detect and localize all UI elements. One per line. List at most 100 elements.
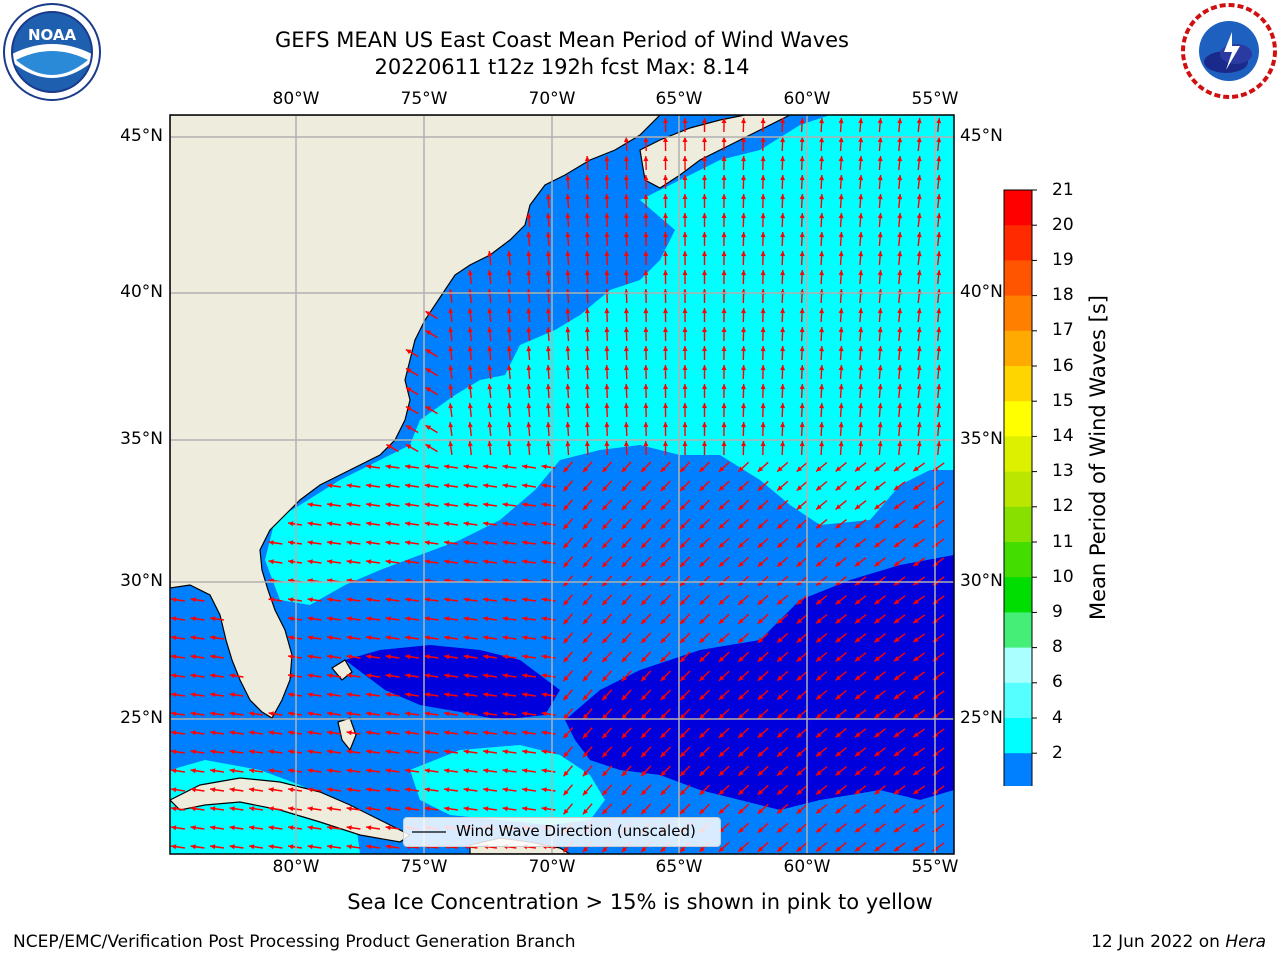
wave-direction-arrowhead: [893, 618, 900, 624]
wave-direction-arrowhead: [346, 692, 352, 698]
wave-direction-arrowhead: [699, 770, 705, 776]
wave-direction-arrowhead: [680, 808, 686, 814]
wave-direction-arrowhead: [913, 485, 919, 491]
wave-direction-arrowhead: [682, 270, 688, 275]
wave-direction-arrowhead: [385, 540, 391, 546]
wave-direction-arrowhead: [448, 308, 454, 314]
wave-direction-arrowhead: [738, 561, 744, 567]
wave-direction-arrowhead: [835, 770, 841, 776]
wave-direction-arrowhead: [893, 827, 900, 833]
wave-direction-arrowhead: [424, 730, 430, 736]
wave-direction-arrowhead: [385, 673, 391, 679]
wave-direction-arrowhead: [936, 384, 942, 390]
wave-direction-arrowhead: [502, 692, 508, 698]
wave-direction-arrowhead: [643, 327, 649, 333]
colorbar-tick: 21: [1052, 180, 1074, 200]
wave-direction-arrowhead: [602, 751, 608, 758]
wave-direction-arrowhead: [621, 637, 627, 644]
wave-direction-arrowhead: [916, 422, 922, 428]
wave-direction-arrowhead: [916, 327, 922, 333]
wave-direction-arrowhead: [682, 175, 688, 180]
wave-direction-arrowhead: [643, 270, 649, 276]
wave-direction-arrowhead: [760, 308, 766, 314]
wave-direction-arrowhead: [936, 251, 942, 257]
wave-direction-arrowhead: [602, 523, 608, 530]
wave-direction-arrowhead: [777, 846, 783, 852]
wave-direction-arrowhead: [641, 466, 647, 473]
wave-direction-arrowhead: [721, 346, 727, 351]
wave-direction-arrowhead: [718, 485, 725, 491]
wave-direction-arrowhead: [346, 483, 352, 489]
wave-direction-arrowhead: [483, 597, 489, 603]
wave-direction-arrowhead: [718, 694, 725, 700]
wave-direction-arrowhead: [799, 441, 805, 447]
wave-direction-arrowhead: [565, 441, 571, 447]
wave-direction-arrowhead: [913, 542, 919, 548]
mid-period-region: [265, 115, 954, 605]
wave-direction-arrowhead: [913, 561, 919, 567]
wave-direction-arrowhead: [893, 675, 900, 681]
wave-direction-arrowhead: [816, 466, 822, 472]
wave-direction-arrowhead: [663, 137, 668, 142]
lat-label-right: 35°N: [960, 429, 1003, 449]
colorbar-segment: [1004, 436, 1032, 473]
wave-direction-arrowhead: [757, 770, 764, 776]
wave-direction-arrowhead: [682, 384, 688, 389]
colorbar-segment: [1004, 401, 1032, 437]
wave-direction-arrowhead: [405, 368, 412, 374]
wave-direction-arrowhead: [424, 787, 430, 793]
wave-direction-arrowhead: [424, 654, 430, 660]
wave-direction-arrowhead: [741, 118, 746, 124]
wave-direction-arrowhead: [641, 713, 647, 720]
wave-direction-arrowhead: [858, 251, 864, 257]
wave-direction-arrowhead: [819, 270, 825, 276]
wave-direction-arrowhead: [643, 384, 649, 390]
wave-direction-arrowhead: [799, 232, 805, 238]
wave-direction-arrowhead: [463, 502, 469, 508]
wave-direction-arrowhead: [541, 616, 547, 622]
wave-direction-arrowhead: [405, 730, 411, 736]
map-frame: [169, 114, 955, 855]
wave-direction-arrowhead: [877, 213, 883, 219]
noaa-logo: NOAA: [3, 3, 101, 101]
wave-direction-arrowhead: [425, 425, 432, 431]
wave-direction-arrowhead: [541, 597, 547, 603]
wave-direction-arrowhead: [444, 749, 450, 755]
wave-direction-arrowhead: [680, 732, 686, 738]
wave-direction-arrowhead: [602, 694, 608, 701]
wave-direction-arrowhead: [897, 118, 903, 124]
wave-direction-arrowhead: [718, 599, 725, 605]
lon-label-top: 60°W: [783, 89, 831, 109]
wave-direction-arrowhead: [385, 483, 391, 489]
wave-direction-arrowhead: [780, 403, 786, 409]
wave-direction-arrowhead: [757, 599, 764, 605]
wave-direction-arrowhead: [621, 732, 627, 739]
wave-direction-arrowhead: [522, 464, 528, 470]
wave-direction-arrowhead: [897, 403, 903, 409]
wave-direction-arrowhead: [796, 542, 803, 548]
wave-direction-arrowhead: [796, 827, 803, 833]
wave-direction-arrowhead: [487, 346, 493, 352]
wave-direction-arrowhead: [582, 485, 589, 492]
wave-direction-arrowhead: [641, 504, 647, 511]
wave-direction-arrowhead: [799, 403, 805, 409]
wave-direction-arrowhead: [643, 346, 649, 352]
wave-direction-arrowhead: [249, 825, 255, 831]
wave-direction-arrowhead: [819, 194, 825, 200]
wave-direction-arrowhead: [541, 692, 547, 698]
wave-direction-arrowhead: [757, 656, 764, 662]
colorbar-tick: 18: [1052, 285, 1074, 305]
wave-direction-arrowhead: [623, 422, 629, 428]
wave-direction-arrowhead: [718, 713, 725, 719]
wave-direction-arrowhead: [483, 806, 489, 812]
wave-direction-arrowhead: [699, 713, 705, 719]
colorbar-segment: [1004, 577, 1032, 613]
graticule: [170, 115, 954, 854]
wave-direction-arrowhead: [565, 308, 571, 314]
wave-direction-arrowhead: [819, 156, 825, 162]
wave-direction-arrowhead: [502, 749, 508, 755]
wave-direction-arrowhead: [816, 827, 822, 833]
wave-direction-arrowhead: [760, 422, 766, 428]
wave-direction-arrowhead: [835, 485, 841, 491]
wave-direction-arrowhead: [663, 232, 668, 237]
